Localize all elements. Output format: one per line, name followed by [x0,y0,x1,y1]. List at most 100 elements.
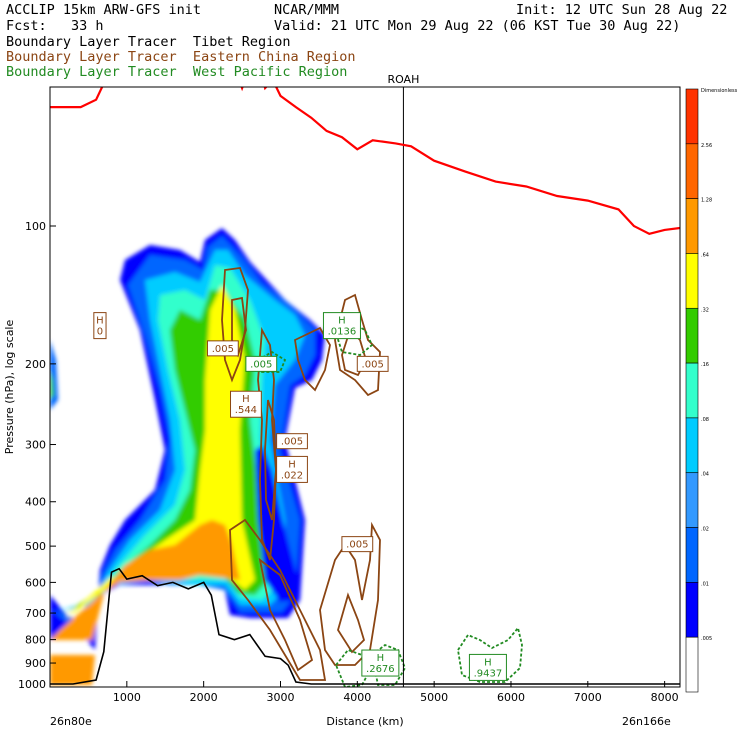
y-tick-label: 500 [25,540,46,553]
colorbar-swatch [685,527,699,583]
contour-label: .005 [341,536,374,553]
x-tick-label: 5000 [420,691,448,704]
contour-label-text: .544 [235,405,257,416]
contour-label-box [206,340,239,357]
tropopause-line [50,87,680,235]
x-axis-right-endpoint: 26n166e [622,715,671,728]
colorbar-swatch [685,362,699,419]
y-tick-label: 800 [25,634,46,647]
contour-label-text: H [338,316,346,327]
x-axis-label: Distance (km) [326,715,403,728]
header-valid-time: Valid: 21 UTC Mon 29 Aug 22 (06 KST Tue … [274,18,681,34]
y-tick-label: 900 [25,657,46,670]
colorbar-swatch [685,582,699,638]
x-tick-label: 4000 [343,691,371,704]
header-forecast-hour: Fcst: 33 h [6,18,104,34]
legend-eastern-china-tracer: Boundary Layer Tracer Eastern China Regi… [6,49,356,65]
contour-label-box [361,649,400,677]
shade-orange [50,520,240,640]
contour-label-box [356,355,389,372]
y-tick-label: 100 [25,220,46,233]
colorbar-swatch [685,636,699,693]
contour-label: .005 [206,340,239,357]
x-tick-label: 3000 [266,691,294,704]
colorbar-level-label: .16 [701,362,709,368]
plot-background [50,87,680,687]
header-model-title: ACCLIP 15km ARW-GFS init [6,2,202,18]
contour-label-text: H [242,394,250,405]
x-tick-label: 2000 [190,691,218,704]
x-tick-label: 1000 [113,691,141,704]
contour-label: H.022 [276,455,308,483]
colorbar-level-label: .32 [701,307,709,313]
contour-label: .005 [356,355,389,372]
x-axis-left-endpoint: 26n80e [50,715,92,728]
colorbar-level-label: .005 [701,636,712,642]
contour-label-text: H [288,459,296,470]
y-tick-label: 300 [25,439,46,452]
contour-label-text: .022 [281,470,303,481]
legend-tibet-tracer: Boundary Layer Tracer Tibet Region [6,34,291,50]
colorbar-swatch [685,307,699,364]
legend-west-pacific-tracer: Boundary Layer Tracer West Pacific Regio… [6,64,348,80]
colorbar-swatch [685,143,699,199]
contour-label-text: 0 [97,327,103,338]
contour-label: H.2676 [361,649,400,677]
colorbar-swatch [685,472,699,528]
contour-label-text: H [96,316,104,327]
colorbar-swatch [685,253,699,309]
contour-label: .005 [276,433,308,450]
contour-label: H.544 [230,390,262,418]
colorbar-level-label: .08 [701,417,709,423]
contour-labels: H0.005.005H.544.005H.022H.0136.005.005H.… [93,312,507,681]
colorbar: Dimensionless 2.56 1.28 .64 .32 .16 .08 .04 .02.… [685,88,738,693]
colorbar-level-label: 2.56 [701,143,712,149]
contour-label: .005 [245,355,278,372]
terrain-line [50,567,680,685]
x-tick-label: 8000 [651,691,679,704]
header-init-time: Init: 12 UTC Sun 28 Aug 22 [516,2,728,18]
contour-label-box [245,355,278,372]
contour-label: H0 [93,312,107,340]
contour-label: H.0136 [322,312,361,340]
contour-label: H.9437 [468,653,507,681]
colorbar-swatch [685,417,699,474]
contour-label-text: .005 [362,359,384,370]
contour-label-box [93,312,107,340]
colorbar-level-label: .64 [701,252,709,258]
plot-frame [49,86,681,688]
colorbar-swatch [685,88,699,145]
y-tick-label: 700 [25,607,46,620]
colorbar-level-label: Dimensionless [701,88,738,94]
colorbar-level-label: .02 [701,527,709,533]
contour-label-text: .0136 [328,327,357,338]
contour-label-box [341,536,374,553]
contour-label-box [322,312,361,340]
y-tick-label: 400 [25,496,46,509]
contour-label-text: .005 [281,437,303,448]
y-axis-label: Pressure (hPa), log scale [3,320,16,455]
y-tick-label: 600 [25,576,46,589]
contour-label-box [276,455,308,483]
x-tick-label: 6000 [497,691,525,704]
contour-label-text: .005 [250,359,272,370]
y-tick-label: 1000 [18,678,46,691]
shade-edge-green [50,370,54,400]
shade-orange-west [50,655,95,685]
colorbar-level-label: .01 [701,581,709,587]
colorbar-level-label: .04 [701,472,709,478]
contour-label-text: .005 [346,540,368,551]
x-tick-label: 7000 [574,691,602,704]
contour-label-text: H [377,653,385,664]
contour-label-box [276,433,308,450]
contour-label-box [230,390,262,418]
axes: 1000 2000 3000 4000 5000 6000 7000 800010020030… [18,220,679,704]
colorbar-swatch [685,198,699,254]
y-tick-label: 200 [25,358,46,371]
contour-label-text: .005 [212,344,234,355]
station-label: ROAH [387,73,419,86]
colorbar-level-label: 1.28 [701,198,712,204]
header-institution: NCAR/MMM [274,2,340,18]
contour-label-text: .2676 [366,664,395,675]
